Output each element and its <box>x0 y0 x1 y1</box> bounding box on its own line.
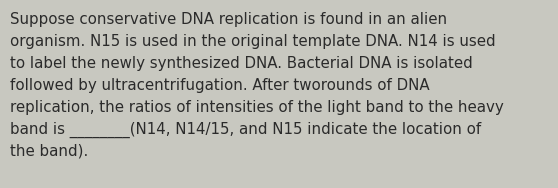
Text: followed by ultracentrifugation. After tworounds of DNA: followed by ultracentrifugation. After t… <box>10 78 430 93</box>
Text: to label the newly synthesized DNA. Bacterial DNA is isolated: to label the newly synthesized DNA. Bact… <box>10 56 473 71</box>
Text: replication, the ratios of intensities of the light band to the heavy: replication, the ratios of intensities o… <box>10 100 504 115</box>
Text: Suppose conservative DNA replication is found in an alien: Suppose conservative DNA replication is … <box>10 12 447 27</box>
Text: the band).: the band). <box>10 144 88 159</box>
Text: organism. N15 is used in the original template DNA. N14 is used: organism. N15 is used in the original te… <box>10 34 496 49</box>
Text: band is ________(N14, N14/15, and N15 indicate the location of: band is ________(N14, N14/15, and N15 in… <box>10 122 481 138</box>
